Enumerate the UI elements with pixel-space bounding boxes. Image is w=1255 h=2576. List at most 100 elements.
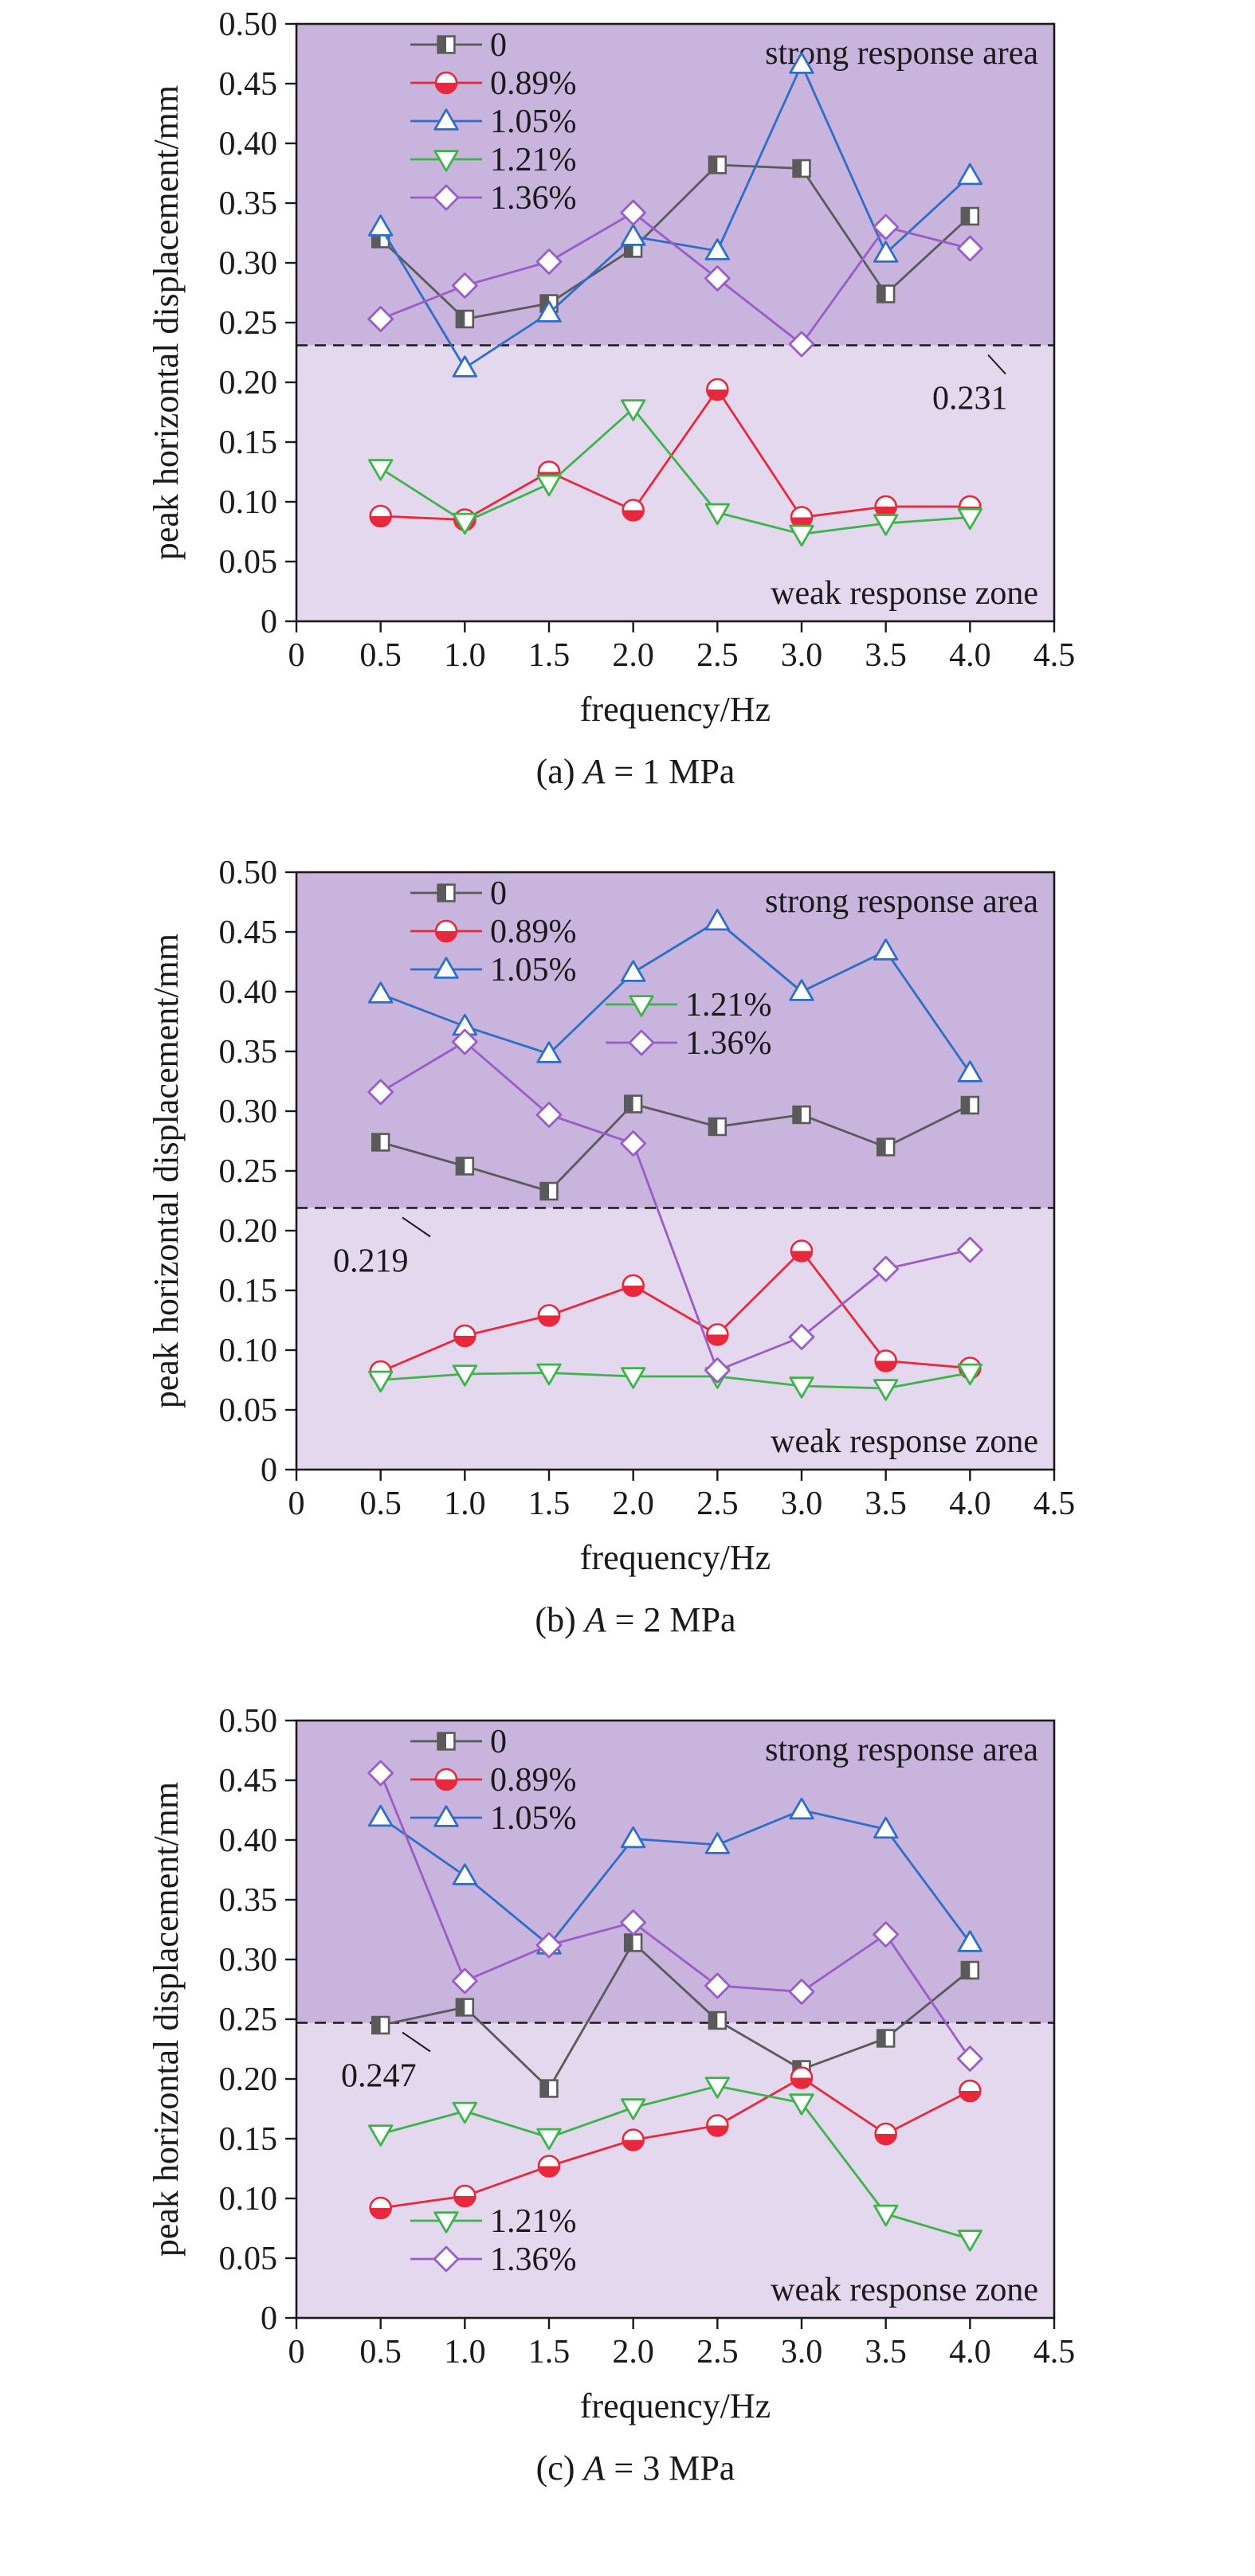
chart-caption: (a) A = 1 MPa	[536, 752, 735, 791]
data-point-outline	[704, 238, 731, 260]
x-tick-label: 2.0	[612, 637, 654, 674]
chart-b-panel: 0.219 strong response area weak response z…	[147, 855, 1075, 1639]
x-tick-label: 3.0	[781, 637, 823, 674]
y-tick-label: 0.15	[219, 425, 278, 461]
legend-top-left: 00.89%1.05%	[410, 1724, 577, 1837]
legend-bottom-left: 1.21%1.36%	[410, 2203, 577, 2278]
data-point	[452, 1364, 478, 1387]
legend-marker-outline	[629, 995, 654, 1017]
data-point	[452, 355, 478, 378]
legend-marker	[433, 108, 459, 131]
legend-label: 1.36%	[490, 180, 577, 217]
data-point	[957, 162, 983, 186]
data-point-outline	[367, 1370, 394, 1393]
legend-label: 1.36%	[685, 1025, 772, 1062]
data-point-outline	[789, 1797, 814, 1820]
data-point	[451, 272, 478, 299]
legend-marker	[433, 150, 459, 172]
strong-zone-label: strong response area	[765, 1732, 1038, 1768]
data-point	[539, 1181, 559, 1201]
data-point	[873, 938, 899, 961]
data-point-outline	[957, 162, 983, 186]
data-point-outline	[367, 214, 394, 237]
data-point	[704, 503, 731, 526]
caption-suffix: = 2 MPa	[606, 1600, 736, 1639]
legend-marker	[434, 71, 458, 95]
data-point-outline	[789, 52, 814, 74]
data-point-outline	[452, 2101, 478, 2124]
data-point-outline	[873, 1816, 899, 1839]
legend-label: 1.05%	[490, 104, 577, 140]
data-point-fill	[793, 160, 802, 177]
data-point-outline	[367, 1760, 394, 1787]
data-point	[620, 1909, 647, 1936]
data-point	[453, 1324, 477, 1348]
data-point-outline	[788, 1979, 815, 2005]
legend-marker-fill	[436, 83, 457, 93]
data-point-outline	[704, 1832, 731, 1854]
data-point	[535, 1102, 563, 1128]
data-point	[704, 265, 731, 292]
threshold-label: 0.231	[932, 381, 1008, 417]
x-tick-label: 1.5	[528, 637, 571, 674]
data-point-outline	[535, 1102, 563, 1128]
legend-label: 0	[490, 27, 507, 64]
y-tick-label: 0.05	[219, 2241, 278, 2277]
data-point	[367, 1804, 394, 1827]
data-point	[452, 1863, 478, 1885]
data-point-outline	[704, 1972, 731, 1999]
data-point	[788, 1324, 815, 1350]
data-point-fill	[372, 1133, 381, 1151]
data-point-fill	[877, 285, 886, 303]
data-point	[367, 1370, 394, 1393]
legend-label: 1.05%	[490, 952, 577, 989]
data-point	[873, 2204, 899, 2227]
data-point	[790, 506, 814, 529]
x-tick-label: 0	[288, 2334, 305, 2370]
data-point	[620, 1367, 646, 1389]
data-point-fill	[372, 230, 381, 248]
x-tick-label: 3.0	[781, 2334, 823, 2370]
data-point-fill	[372, 2017, 381, 2034]
legend-marker-outline	[433, 2245, 460, 2273]
y-tick-label: 0.45	[219, 1763, 278, 1799]
y-tick-label: 0.20	[219, 365, 278, 401]
data-point	[708, 2010, 728, 2030]
data-point	[788, 1979, 815, 2005]
data-point	[451, 1967, 478, 1995]
data-point-outline	[957, 1363, 983, 1386]
chart-caption: (b) A = 2 MPa	[535, 1600, 735, 1639]
series-line	[379, 407, 971, 535]
data-point	[536, 474, 562, 497]
series-3	[367, 908, 983, 1082]
y-tick-label: 0.15	[219, 2121, 278, 2158]
data-point-outline	[536, 1363, 562, 1386]
data-point	[960, 1960, 980, 1980]
caption-prefix: (b)	[535, 1600, 584, 1639]
data-point-outline	[536, 1041, 562, 1063]
series-line	[380, 2085, 971, 2241]
data-point	[960, 206, 980, 226]
x-tick-label: 2.0	[612, 1486, 654, 1522]
threshold-label: 0.247	[341, 2058, 417, 2095]
x-tick-label: 1.0	[444, 1486, 486, 1522]
strong-zone-label: strong response area	[765, 35, 1038, 72]
chart-caption: (c) A = 3 MPa	[536, 2449, 735, 2488]
data-point	[789, 979, 814, 1001]
data-point-outline	[535, 1932, 563, 1959]
legend-marker-fill	[436, 1779, 457, 1790]
series-2	[369, 2066, 982, 2220]
legend-label: 1.21%	[685, 987, 772, 1024]
data-point-outline	[451, 272, 478, 299]
legend-label: 0	[490, 1724, 507, 1760]
data-point	[790, 1239, 814, 1263]
data-point-outline	[620, 399, 646, 421]
x-tick-label: 4.5	[1033, 1486, 1076, 1522]
data-point-outline	[789, 524, 814, 547]
data-point-outline	[873, 938, 899, 961]
series-line	[380, 1102, 971, 1192]
y-tick-label: 0.40	[219, 126, 278, 162]
data-point	[620, 1826, 646, 1849]
weak-response-zone	[296, 2022, 1054, 2318]
